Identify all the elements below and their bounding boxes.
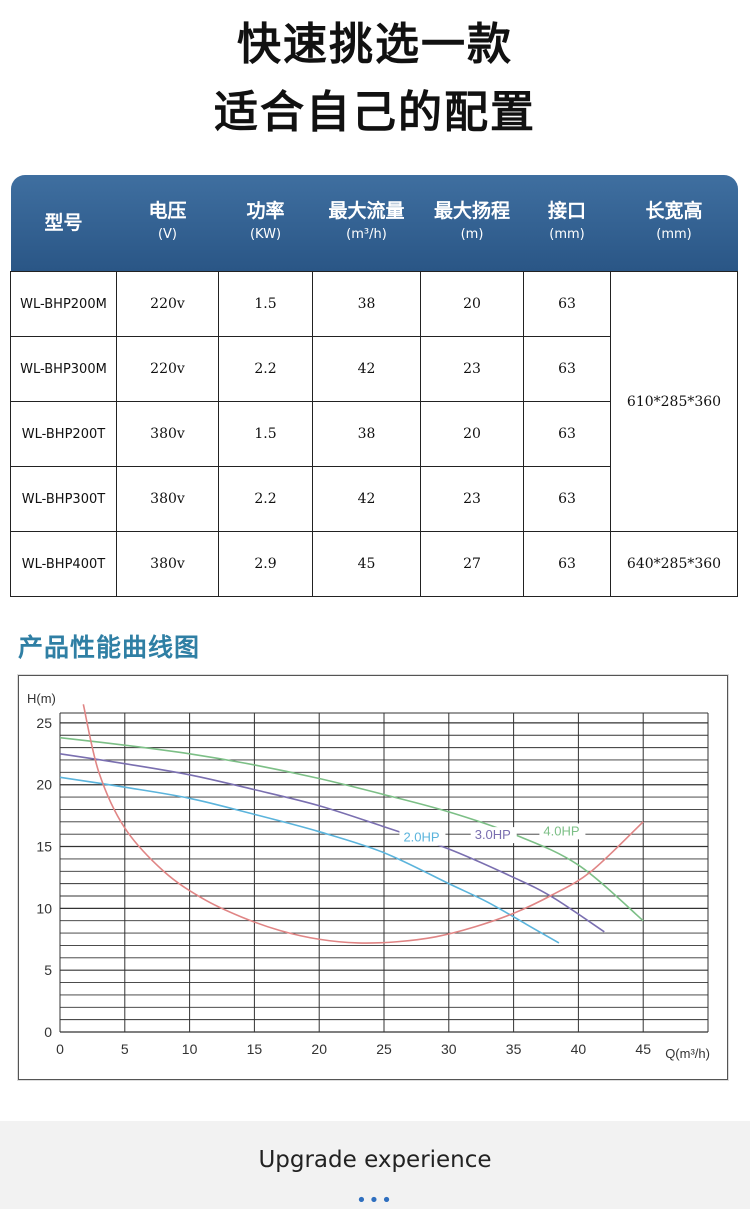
cell-head: 27 [420,531,524,597]
cell-power: 1.5 [218,271,313,337]
cell-model: WL-BHP300M [10,336,117,402]
headline-line2: 适合自己的配置 [214,87,536,138]
cell-model: WL-BHP200T [10,401,117,467]
x-tick-label: 35 [506,1041,522,1057]
cell-voltage: 220v [116,271,219,337]
footer-band [0,1121,750,1209]
cell-voltage: 380v [116,401,219,467]
cell-flow: 45 [312,531,421,597]
cell-port: 63 [523,271,611,337]
cell-dims: 610*285*360 [610,271,738,532]
col-header-flow: 最大流量 (m³/h) [312,175,421,272]
table-row: WL-BHP300M 220v 2.2 42 23 63 [10,336,738,402]
x-tick-label: 20 [311,1041,327,1057]
cell-model: WL-BHP300T [10,466,117,532]
series-label-bg [470,827,517,844]
series-line-20HP [59,776,560,944]
series-label: 2.0HP [403,830,439,845]
table-header-row: 型号 电压 (V) 功率 (KW) 最大流量 (m³/h) 最大扬程 (m) 接口 (mm… [10,175,738,272]
series-line-30HP [59,753,605,933]
cell-head: 23 [420,466,524,532]
more-dots-icon[interactable]: ••• [356,1190,394,1211]
cell-port: 63 [523,531,611,597]
spec-table: 型号 电压 (V) 功率 (KW) 最大流量 (m³/h) 最大扬程 (m) 接口 (mm… [10,175,738,597]
x-tick-label: 30 [441,1041,457,1057]
table-row: WL-BHP200T 380v 1.5 38 20 63 [10,401,738,467]
series-label-bg [539,823,586,840]
cell-voltage: 380v [116,466,219,532]
cell-model: WL-BHP400T [10,531,117,597]
table-row: WL-BHP200M 220v 1.5 38 20 63 610*285*360 [10,271,738,532]
cell-flow: 42 [312,466,421,532]
cell-port: 63 [523,466,611,532]
y-tick-label: 20 [36,777,52,793]
system-curve-line [82,704,644,944]
cell-head: 20 [420,401,524,467]
table-row: WL-BHP400T 380v 2.9 45 27 63 640*285*360 [10,531,738,597]
cell-voltage: 380v [116,531,219,597]
cell-flow: 38 [312,271,421,337]
y-tick-label: 0 [44,1024,52,1040]
col-header-port: 接口 (mm) [523,175,611,272]
cell-power: 2.9 [218,531,313,597]
col-header-model: 型号 [10,175,117,272]
series-label: 3.0HP [475,827,511,842]
cell-flow: 38 [312,401,421,467]
y-tick-label: 15 [36,839,52,855]
x-axis-label: Q(m³/h) [665,1046,710,1061]
x-tick-label: 25 [376,1041,392,1057]
x-tick-label: 45 [635,1041,651,1057]
x-tick-label: 10 [182,1041,198,1057]
y-tick-label: 10 [36,900,52,916]
y-tick-label: 25 [36,715,52,731]
performance-chart: 0 5 10 15 20 25 0 5 10 15 20 25 30 35 40 45 H(m) Q(m³/h) 2… [18,675,728,1080]
cell-model: WL-BHP200M [10,271,117,337]
y-tick-label: 5 [44,962,52,978]
y-axis-label: H(m) [27,691,56,706]
series-label-bg [399,829,446,846]
series-label: 4.0HP [543,823,579,838]
headline-line1: 快速挑选一款 [237,19,513,70]
x-tick-label: 0 [56,1041,64,1057]
x-tick-label: 40 [571,1041,587,1057]
x-tick-label: 15 [247,1041,263,1057]
cell-head: 23 [420,336,524,402]
x-tick-label: 5 [121,1041,129,1057]
cell-power: 1.5 [218,401,313,467]
cell-dims: 640*285*360 [610,531,738,597]
cell-flow: 42 [312,336,421,402]
cell-power: 2.2 [218,466,313,532]
col-header-power: 功率 (KW) [218,175,313,272]
cell-head: 20 [420,271,524,337]
footer-text: Upgrade experience [258,1147,492,1173]
table-row: WL-BHP300T 380v 2.2 42 23 63 [10,466,738,532]
chart-svg: 0 5 10 15 20 25 0 5 10 15 20 25 30 35 40 45 H(m) Q(m³/h) 2… [27,691,710,1061]
cell-port: 63 [523,336,611,402]
curve-title: 产品性能曲线图 [18,633,201,662]
cell-power: 2.2 [218,336,313,402]
col-header-dims: 长宽高 (mm) [610,175,738,272]
series-line-40HP [59,736,644,922]
cell-voltage: 220v [116,336,219,402]
col-header-head: 最大扬程 (m) [420,175,524,272]
cell-port: 63 [523,401,611,467]
col-header-voltage: 电压 (V) [116,175,219,272]
